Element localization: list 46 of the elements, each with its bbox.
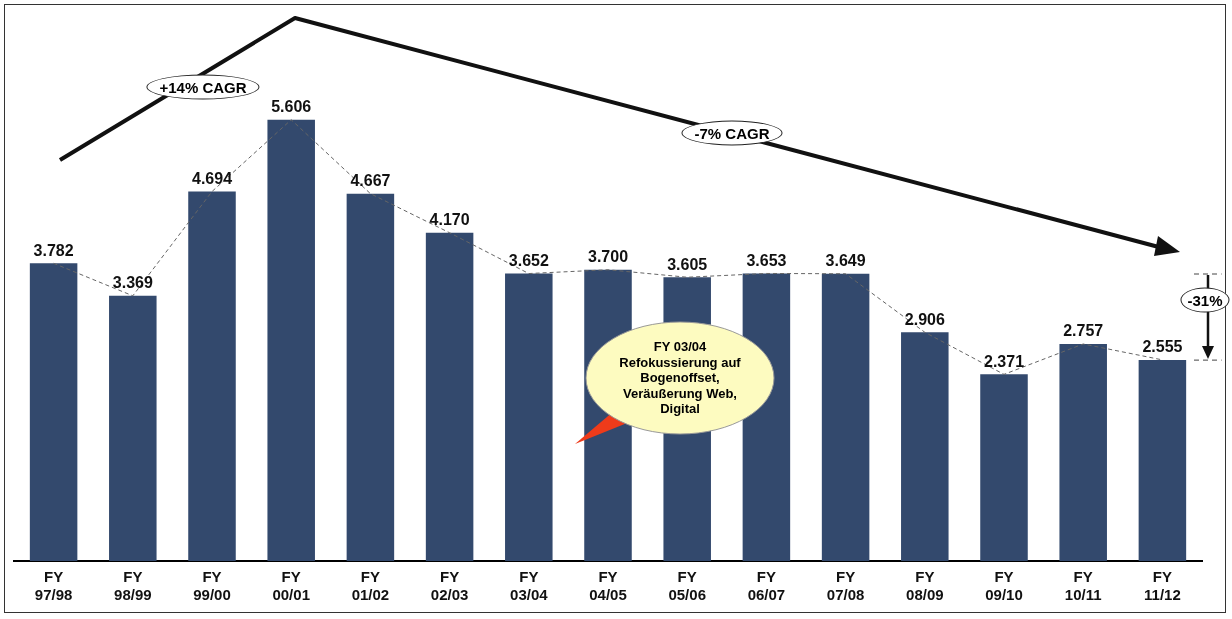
x-tick-label: FY 11/12 bbox=[1144, 568, 1181, 604]
x-tick-label: FY 09/10 bbox=[985, 568, 1023, 604]
data-label: 3.605 bbox=[667, 255, 708, 273]
x-tick-label: FY 05/06 bbox=[668, 568, 706, 604]
data-label: 3.782 bbox=[33, 241, 74, 259]
x-tick-label: FY 99/00 bbox=[193, 568, 231, 604]
data-label: 2.906 bbox=[904, 310, 945, 328]
bar bbox=[29, 263, 78, 561]
annotation: -7% CAGR bbox=[681, 120, 783, 146]
data-label: 4.694 bbox=[191, 169, 233, 187]
bar bbox=[267, 119, 315, 561]
x-tick-label: FY 98/99 bbox=[114, 568, 152, 604]
x-tick-label: FY 08/09 bbox=[906, 568, 944, 604]
x-tick-label: FY 03/04 bbox=[510, 568, 549, 604]
data-label: 5.606 bbox=[271, 98, 312, 116]
bar bbox=[821, 273, 870, 561]
x-tick-label: FY 01/02 bbox=[351, 568, 390, 604]
bar bbox=[1138, 359, 1187, 561]
x-tick-label: FY 04/05 bbox=[589, 568, 627, 604]
x-tick-label: FY 10/11 bbox=[1064, 568, 1102, 604]
x-tick-label: FY 97/98 bbox=[34, 568, 73, 604]
data-label: 3.700 bbox=[587, 248, 629, 266]
data-label: 3.652 bbox=[508, 251, 549, 269]
data-label: 2.371 bbox=[983, 352, 1025, 370]
bar bbox=[109, 295, 157, 561]
x-tick-label: FY 07/08 bbox=[826, 568, 865, 604]
bar bbox=[188, 191, 236, 561]
data-label: 4.667 bbox=[350, 172, 391, 190]
data-label: 2.757 bbox=[1063, 322, 1104, 340]
bar bbox=[980, 374, 1028, 561]
bar bbox=[901, 332, 949, 561]
data-label: 3.653 bbox=[746, 251, 787, 269]
data-label: 3.649 bbox=[825, 252, 866, 270]
x-tick-label: FY 02/03 bbox=[430, 568, 469, 604]
bar bbox=[346, 193, 395, 561]
annotation: FY 03/04 Refokussierung auf Bogenoffset, Veräußerung Web, Digital bbox=[618, 338, 742, 419]
data-label: 4.170 bbox=[429, 211, 470, 229]
data-label: 3.369 bbox=[112, 274, 153, 292]
bar bbox=[1059, 343, 1107, 561]
annotation: -31% bbox=[1180, 287, 1230, 313]
x-tick-label: FY 06/07 bbox=[747, 568, 786, 604]
x-tick-label: FY 00/01 bbox=[272, 568, 310, 604]
bar bbox=[425, 232, 474, 561]
data-label: 2.555 bbox=[1142, 338, 1183, 356]
bar bbox=[505, 273, 553, 561]
text: +14% CAGR bbox=[146, 74, 260, 100]
